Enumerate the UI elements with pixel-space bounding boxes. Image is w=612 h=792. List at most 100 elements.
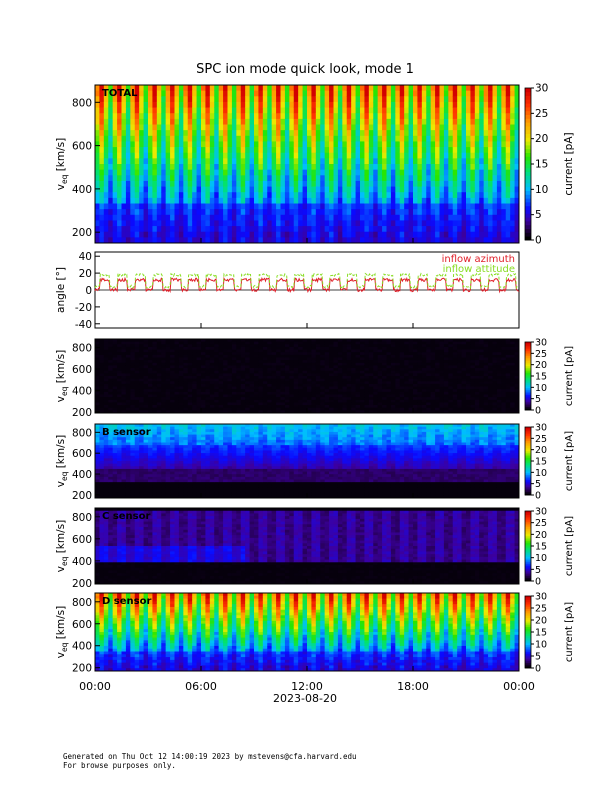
heatmap-cell bbox=[368, 169, 374, 176]
heatmap-cell bbox=[249, 381, 255, 385]
heatmap-cell bbox=[360, 394, 365, 398]
heatmap-cell bbox=[342, 169, 348, 176]
heatmap-cell bbox=[395, 220, 401, 227]
colorbar-tick-label: 10 bbox=[535, 184, 548, 196]
heatmap-cell bbox=[117, 135, 122, 142]
heatmap-cell bbox=[249, 383, 255, 387]
heatmap-cell bbox=[267, 164, 273, 171]
heatmap-cell bbox=[413, 339, 418, 343]
heatmap-cell bbox=[245, 152, 250, 159]
heatmap-cell bbox=[488, 192, 493, 199]
heatmap-cell bbox=[192, 339, 197, 343]
heatmap-cell bbox=[302, 383, 308, 387]
heatmap-cell bbox=[315, 346, 321, 350]
heatmap-cell bbox=[209, 158, 215, 165]
heatmap-cell bbox=[329, 362, 334, 366]
heatmap-cell bbox=[214, 352, 220, 356]
heatmap-cell bbox=[227, 220, 233, 227]
heatmap-cell bbox=[117, 141, 122, 148]
heatmap-cell bbox=[360, 231, 365, 238]
heatmap-cell bbox=[496, 101, 502, 108]
heatmap-cell bbox=[395, 237, 401, 244]
heatmap-cell bbox=[209, 402, 215, 406]
heatmap-cell bbox=[178, 226, 184, 233]
heatmap-cell bbox=[302, 346, 308, 350]
heatmap-cell bbox=[95, 197, 100, 204]
heatmap-cell bbox=[373, 169, 379, 176]
heatmap-cell bbox=[417, 368, 423, 372]
heatmap-cell bbox=[262, 410, 268, 414]
heatmap-cell bbox=[156, 169, 162, 176]
heatmap-cell bbox=[368, 339, 374, 343]
heatmap-cell bbox=[134, 164, 140, 171]
heatmap-cell bbox=[505, 169, 511, 176]
heatmap-cell bbox=[439, 231, 445, 238]
y-tick-label: -20 bbox=[75, 302, 92, 314]
heatmap-cell bbox=[298, 124, 303, 131]
heatmap-cell bbox=[329, 383, 334, 387]
heatmap-cell bbox=[452, 203, 458, 210]
heatmap-cell bbox=[302, 339, 308, 343]
heatmap-cell bbox=[466, 209, 471, 216]
heatmap-cell bbox=[421, 214, 427, 221]
heatmap-cell bbox=[231, 180, 237, 187]
heatmap-cell bbox=[404, 357, 409, 361]
heatmap-cell bbox=[435, 180, 440, 187]
heatmap-cell bbox=[373, 85, 379, 92]
heatmap-cell bbox=[156, 405, 162, 409]
heatmap-cell bbox=[183, 158, 189, 165]
heatmap-cell bbox=[156, 85, 162, 92]
heatmap-cell bbox=[342, 192, 348, 199]
heatmap-cell bbox=[293, 389, 299, 393]
heatmap-cell bbox=[276, 85, 281, 92]
heatmap-cell bbox=[390, 344, 396, 348]
heatmap-cell bbox=[324, 220, 330, 227]
heatmap-cell bbox=[413, 373, 418, 377]
heatmap-cell bbox=[223, 357, 228, 361]
heatmap-cell bbox=[245, 373, 250, 377]
heatmap-cell bbox=[125, 231, 131, 238]
heatmap-cell bbox=[170, 90, 175, 97]
heatmap-cell bbox=[351, 169, 356, 176]
heatmap-cell bbox=[121, 394, 127, 398]
heatmap-cell bbox=[117, 397, 122, 401]
heatmap-cell bbox=[360, 164, 365, 171]
heatmap-cell bbox=[227, 362, 233, 366]
heatmap-cell bbox=[399, 107, 405, 114]
heatmap-cell bbox=[183, 383, 189, 387]
heatmap-cell bbox=[435, 164, 440, 171]
heatmap-cell bbox=[267, 341, 273, 345]
heatmap-cell bbox=[368, 186, 374, 193]
heatmap-cell bbox=[143, 164, 149, 171]
heatmap-cell bbox=[130, 394, 136, 398]
heatmap-cell bbox=[201, 407, 206, 411]
colorbar-swatch bbox=[525, 164, 531, 169]
heatmap-cell bbox=[214, 373, 220, 377]
heatmap-cell bbox=[373, 394, 379, 398]
heatmap-cell bbox=[112, 354, 118, 358]
heatmap-cell bbox=[351, 339, 356, 343]
heatmap-cell bbox=[399, 405, 405, 409]
heatmap-cell bbox=[514, 113, 520, 120]
heatmap-cell bbox=[187, 141, 193, 148]
heatmap-cell bbox=[430, 386, 436, 390]
heatmap-cell bbox=[205, 346, 211, 350]
heatmap-cell bbox=[103, 405, 109, 409]
heatmap-cell bbox=[223, 214, 228, 221]
heatmap-cell bbox=[201, 341, 206, 345]
heatmap-cell bbox=[426, 197, 432, 204]
heatmap-cell bbox=[377, 394, 383, 398]
heatmap-cell bbox=[254, 370, 259, 374]
heatmap-cell bbox=[205, 368, 211, 372]
heatmap-cell bbox=[112, 405, 118, 409]
heatmap-cell bbox=[390, 158, 396, 165]
heatmap-cell bbox=[408, 346, 414, 350]
heatmap-cell bbox=[470, 85, 476, 92]
heatmap-cell bbox=[240, 383, 246, 387]
heatmap-cell bbox=[466, 164, 471, 171]
heatmap-cell bbox=[214, 226, 220, 233]
heatmap-cell bbox=[187, 352, 193, 356]
heatmap-cell bbox=[201, 346, 206, 350]
heatmap-cell bbox=[390, 220, 396, 227]
heatmap-cell bbox=[514, 130, 520, 137]
